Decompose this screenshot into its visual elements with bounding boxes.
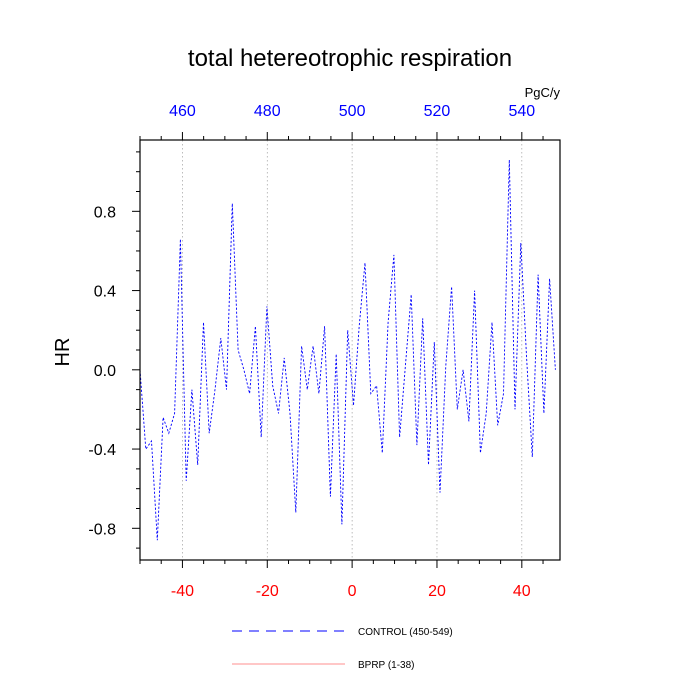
top-tick-label: 500 — [339, 103, 366, 120]
axis-ticks — [132, 132, 544, 568]
x-tick-label: 20 — [428, 583, 446, 600]
x-tick-label: 40 — [513, 583, 531, 600]
y-tick-label: -0.4 — [88, 442, 116, 459]
legend: CONTROL (450-549) BPRP (1-38) — [232, 627, 453, 671]
series-layer — [139, 159, 556, 541]
top-tick-label: 540 — [508, 103, 535, 120]
chart-title: total hetereotrophic respiration — [188, 45, 512, 72]
top-tick-label: 520 — [424, 103, 451, 120]
y-tick-label: 0.4 — [94, 284, 116, 301]
units-label: PgC/y — [525, 85, 561, 100]
y-tick-label: 0.8 — [94, 204, 116, 221]
top-tick-label: 480 — [254, 103, 281, 120]
y-tick-label: 0.0 — [94, 363, 116, 380]
y-tick-label: -0.8 — [88, 521, 116, 538]
y-axis-label: HR — [52, 338, 74, 367]
x-tick-label: -40 — [171, 583, 194, 600]
grid-lines — [182, 140, 523, 560]
top-tick-label: 460 — [169, 103, 196, 120]
legend-control-label: CONTROL (450-549) — [358, 627, 453, 638]
tick-labels: -40 -20 0 20 40 460 480 500 520 540 -0.8 -0.4 0.0 0.4… — [88, 103, 535, 600]
x-tick-label: 0 — [348, 583, 357, 600]
series-line-control — [139, 159, 556, 541]
plot-frame — [139, 139, 561, 561]
legend-bprp-label: BPRP (1-38) — [358, 660, 415, 671]
x-tick-label: -20 — [256, 583, 279, 600]
